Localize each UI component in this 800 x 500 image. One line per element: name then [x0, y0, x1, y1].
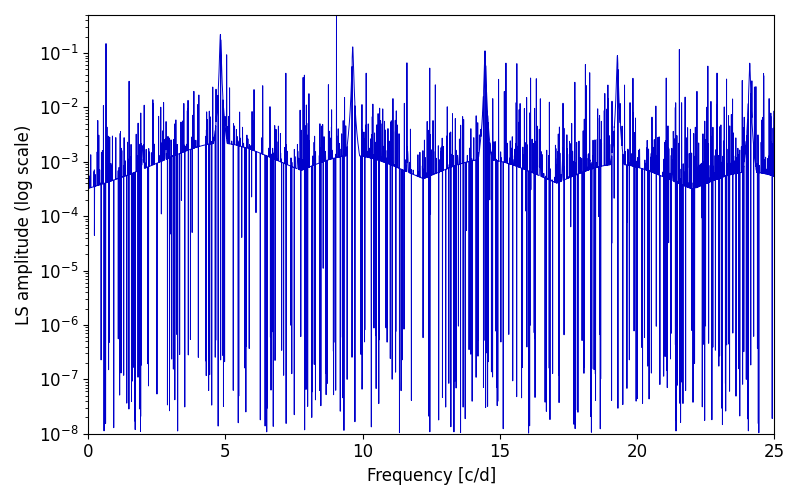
Y-axis label: LS amplitude (log scale): LS amplitude (log scale) — [15, 124, 33, 324]
X-axis label: Frequency [c/d]: Frequency [c/d] — [366, 467, 496, 485]
